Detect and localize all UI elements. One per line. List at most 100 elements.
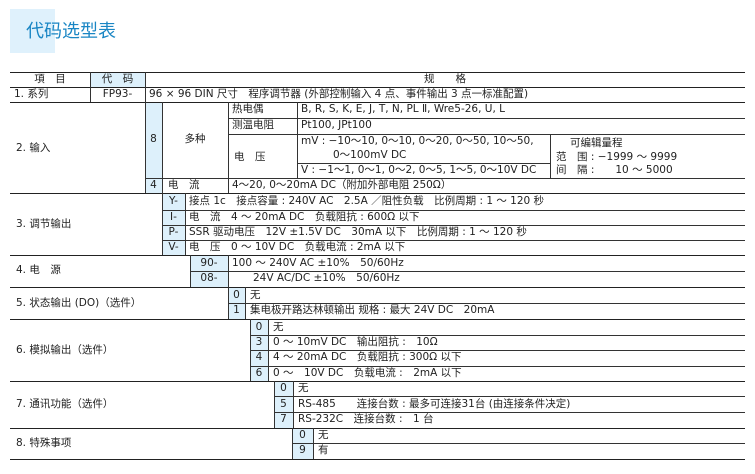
row2-code-8: 8: [150, 133, 157, 145]
divider: [10, 193, 745, 194]
divider: [162, 210, 745, 211]
row8-spec: 无: [318, 429, 329, 441]
divider: [250, 366, 745, 367]
divider: [10, 255, 745, 256]
row5-spec: 集电极开路达林顿输出 规格 : 最大 24V DC 20mA: [250, 304, 495, 316]
row2-tc-val: B, R, S, K, E, J, T, N, PL Ⅱ, Wre5-26, U…: [301, 103, 505, 115]
row3-spec: 接点 1c 接点容量 : 240V AC 2.5A ／阻性负载 比例周期 : 1…: [189, 195, 545, 207]
divider: [250, 319, 251, 381]
row7-code: 7: [280, 413, 287, 425]
divider: [292, 443, 745, 444]
row3-code: P-: [168, 226, 179, 238]
divider: [228, 134, 745, 135]
row8-code: 0: [299, 429, 306, 441]
row8-code: 9: [299, 444, 306, 456]
row6-code: 6: [255, 367, 263, 379]
row2-item: 2. 输入: [16, 142, 51, 154]
row5-code: 1: [233, 304, 240, 316]
divider: [10, 287, 745, 288]
divider: [245, 287, 246, 319]
row4-code: 90-: [200, 257, 218, 269]
row2-multi: 多种: [184, 133, 206, 145]
row6-code: 4: [255, 351, 263, 363]
divider: [145, 178, 745, 179]
header-code: 代 码: [101, 73, 134, 85]
divider: [274, 412, 745, 413]
code-fill: [274, 381, 293, 428]
row2-mv1: mV : −10～10, 0～10, 0～20, 0～50, 10～50,: [301, 135, 534, 147]
row4-spec: 100 ～ 240V AC ±10% 50/60Hz: [232, 257, 404, 269]
divider: [292, 428, 293, 459]
divider: [162, 102, 163, 255]
row7-spec: RS-232C 连接台数 : 1 台: [298, 413, 434, 425]
code-header-fill: [90, 72, 145, 87]
divider: [162, 225, 745, 226]
header-item: 項 目: [34, 73, 66, 85]
divider: [10, 428, 745, 429]
row7-code: 5: [280, 398, 287, 410]
row8-spec: 有: [318, 444, 329, 456]
row2-range: 范 围 : −1999 ～ 9999: [556, 151, 678, 163]
divider: [145, 72, 146, 193]
page-title: 代码选型表: [26, 21, 116, 42]
row6-spec: 0 ～ 10V DC 负载电流 : 2mA 以下: [273, 367, 462, 379]
row4-item: 4. 电 源: [16, 264, 61, 276]
divider: [228, 303, 745, 304]
row6-spec: 无: [273, 321, 284, 333]
divider: [297, 163, 550, 164]
row1-code: FP93-: [102, 88, 133, 100]
divider: [297, 102, 298, 178]
row3-spec: 电 压 0 ～ 10V DC 负载电流 : 2mA 以下: [189, 241, 406, 253]
row7-spec: 无: [298, 382, 309, 394]
row4-spec: 24V AC/DC ±10% 50/60Hz: [232, 272, 400, 284]
row8-item: 8. 特殊事项: [16, 437, 72, 449]
row5-spec: 无: [250, 289, 261, 301]
row3-code: V-: [168, 241, 179, 253]
row1-spec: 96 × 96 DIN 尺寸 程序调节器 (外部控制输入 4 点、事件输出 3 …: [149, 88, 529, 100]
row2-rtd-val: Pt100, JPt100: [301, 119, 372, 131]
row2-current: 电 流: [168, 179, 200, 191]
divider: [185, 193, 186, 255]
row3-item: 3. 调节输出: [16, 218, 72, 230]
divider: [10, 459, 745, 460]
row3-code: I-: [170, 211, 177, 223]
row2-range-title: 可编辑量程: [570, 137, 623, 149]
row2-code-4: 4: [150, 179, 157, 191]
row7-item: 7. 通讯功能（选件）: [16, 398, 114, 410]
divider: [228, 255, 229, 319]
row6-spec: 4 ～ 20mA DC 负载阻抗 : 300Ω 以下: [273, 351, 462, 363]
divider: [228, 118, 745, 119]
row6-code: 3: [255, 336, 263, 348]
row2-mv2: 0～100mV DC: [333, 149, 407, 161]
divider: [10, 381, 745, 382]
code-fill: [145, 102, 162, 193]
row5-item: 5. 状态输出 (DO)（选件）: [16, 297, 142, 309]
divider: [228, 102, 229, 193]
divider: [293, 381, 294, 428]
row2-rtd: 测温电阻: [232, 119, 274, 131]
divider: [10, 72, 745, 73]
divider: [10, 102, 745, 103]
row7-code: 0: [280, 382, 287, 394]
row6-spec: 0 ～ 10mV DC 输出阻抗 : 10Ω: [273, 336, 438, 348]
divider: [550, 134, 551, 178]
row3-spec: SSR 驱动电压 12V ±1.5V DC 30mA 以下 比例周期 : 1 ～…: [189, 226, 527, 238]
divider: [90, 72, 91, 102]
divider: [274, 381, 275, 428]
row6-code: 0: [255, 321, 263, 333]
row3-code: Y-: [169, 195, 178, 207]
divider: [190, 255, 191, 287]
divider: [274, 396, 745, 397]
divider: [162, 240, 745, 241]
row4-code: 08-: [200, 272, 218, 284]
row6-item: 6. 模拟输出（选件）: [16, 344, 114, 356]
header-spec: 规 格: [424, 73, 466, 85]
divider: [250, 335, 745, 336]
divider: [268, 319, 269, 381]
row7-spec: RS-485 连接台数 : 最多可连接31台 (由连接条件决定): [298, 398, 571, 410]
divider: [10, 319, 745, 320]
title-accent-box: [10, 9, 55, 53]
code-fill: [162, 193, 185, 255]
row2-volt: 电 压: [234, 151, 266, 163]
